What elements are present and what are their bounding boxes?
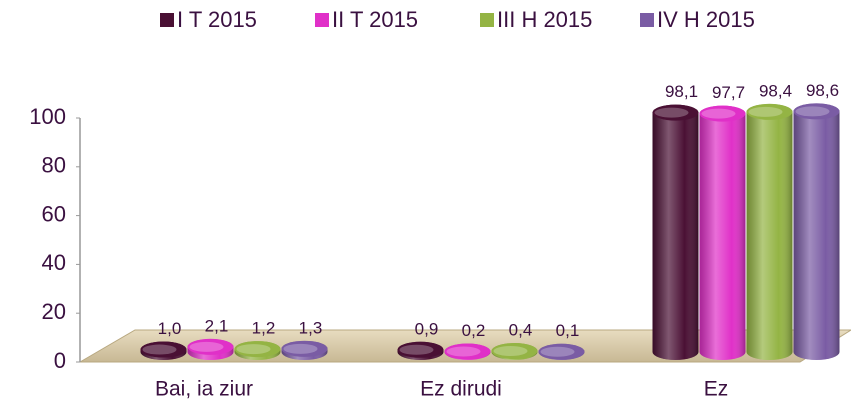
- bar-top-shine: [142, 344, 177, 355]
- bar-top-shine: [189, 341, 224, 352]
- legend-label: I T 2015: [177, 7, 257, 32]
- y-tick-label: 0: [54, 348, 66, 373]
- bar-top: [187, 338, 234, 355]
- bar-top-shine: [654, 107, 689, 118]
- y-tick-label: 100: [29, 104, 66, 129]
- value-label: 0,2: [462, 321, 486, 340]
- y-tick-label: 60: [42, 201, 66, 226]
- legend-marker: [160, 13, 174, 27]
- bar-top-shine: [399, 344, 434, 355]
- x-tick-label: Ez dirudi: [420, 378, 502, 401]
- bar-top-shine: [446, 346, 481, 357]
- x-tick-label: Ez: [704, 378, 729, 401]
- legend-marker: [640, 13, 654, 27]
- bar-top-shine: [283, 343, 318, 354]
- value-label: 1,3: [299, 318, 323, 337]
- bar-shade: [793, 103, 840, 360]
- bar-top-shine: [540, 346, 575, 357]
- value-label: 1,2: [252, 319, 276, 338]
- bar-top: [538, 343, 585, 360]
- value-label: 0,4: [509, 321, 533, 340]
- bar-top-shine: [701, 108, 736, 119]
- value-label: 2,1: [205, 316, 229, 335]
- bar-shade: [746, 103, 793, 361]
- y-tick-label: 80: [42, 153, 66, 178]
- value-label: 98,4: [759, 81, 792, 100]
- value-label: 0,1: [556, 321, 580, 340]
- bar-top-shine: [493, 346, 528, 357]
- y-tick-label: 40: [42, 250, 66, 275]
- x-tick-label: Bai, ia ziur: [155, 378, 253, 401]
- bar-top: [234, 341, 281, 358]
- value-label: 97,7: [712, 83, 745, 102]
- legend-label: III H 2015: [497, 7, 592, 32]
- bar-top: [699, 105, 746, 122]
- legend-label: IV H 2015: [657, 7, 755, 32]
- bar-top: [281, 340, 328, 357]
- value-label: 0,9: [415, 319, 439, 338]
- bar-top: [793, 103, 840, 120]
- bar-top-shine: [748, 106, 783, 117]
- bar-top: [491, 343, 538, 360]
- value-label: 98,1: [665, 82, 698, 101]
- y-tick-label: 20: [42, 299, 66, 324]
- bar-shade: [652, 104, 699, 360]
- bar-top: [140, 341, 187, 358]
- value-label: 1,0: [158, 319, 182, 338]
- legend-label: II T 2015: [332, 7, 418, 32]
- bar-top: [746, 103, 793, 120]
- legend-marker: [315, 13, 329, 27]
- bar-top: [444, 343, 491, 360]
- bar-top-shine: [236, 344, 271, 355]
- legend-marker: [480, 13, 494, 27]
- bar-top: [652, 104, 699, 121]
- value-label: 98,6: [806, 81, 839, 100]
- bar-top-shine: [795, 106, 830, 117]
- bar-shade: [699, 105, 746, 360]
- bar-top: [397, 341, 444, 358]
